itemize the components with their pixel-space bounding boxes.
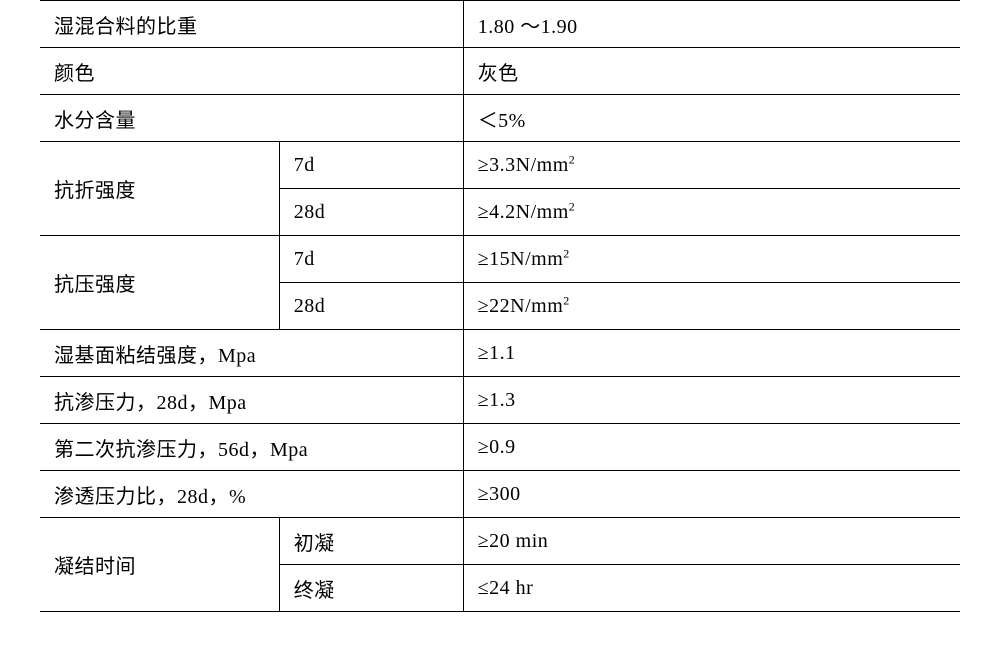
cell-cond: 28d xyxy=(279,283,463,330)
cell-value: ≥22N/mm2 xyxy=(463,283,960,330)
table-row: 湿混合料的比重1.80 ～1.90 xyxy=(40,1,960,48)
cell-label: 抗折强度 xyxy=(40,142,279,236)
spec-table: 湿混合料的比重1.80 ～1.90颜色灰色水分含量＜5%抗折强度7d≥3.3N/… xyxy=(40,0,960,612)
cell-label: 抗渗压力，28d，Mpa xyxy=(40,377,463,424)
table-row: 抗折强度7d≥3.3N/mm2 xyxy=(40,142,960,189)
cell-value: ≥0.9 xyxy=(463,424,960,471)
cell-label: 渗透压力比，28d，% xyxy=(40,471,463,518)
table-row: 抗压强度7d≥15N/mm2 xyxy=(40,236,960,283)
cell-value: ≥300 xyxy=(463,471,960,518)
table-row: 渗透压力比，28d，%≥300 xyxy=(40,471,960,518)
cell-label: 抗压强度 xyxy=(40,236,279,330)
cell-value: ≥4.2N/mm2 xyxy=(463,189,960,236)
cell-label: 第二次抗渗压力，56d，Mpa xyxy=(40,424,463,471)
cell-cond: 7d xyxy=(279,236,463,283)
cell-label: 凝结时间 xyxy=(40,518,279,612)
cell-value: ≥3.3N/mm2 xyxy=(463,142,960,189)
cell-value: 1.80 ～1.90 xyxy=(463,1,960,48)
cell-value: ≥15N/mm2 xyxy=(463,236,960,283)
cell-value: ≥1.3 xyxy=(463,377,960,424)
cell-value: 灰色 xyxy=(463,48,960,95)
cell-label: 颜色 xyxy=(40,48,463,95)
cell-label: 水分含量 xyxy=(40,95,463,142)
table-row: 颜色灰色 xyxy=(40,48,960,95)
table-row: 抗渗压力，28d，Mpa≥1.3 xyxy=(40,377,960,424)
table-row: 湿基面粘结强度，Mpa≥1.1 xyxy=(40,330,960,377)
cell-label: 湿基面粘结强度，Mpa xyxy=(40,330,463,377)
cell-value: ≥20 min xyxy=(463,518,960,565)
cell-cond: 7d xyxy=(279,142,463,189)
cell-cond: 28d xyxy=(279,189,463,236)
cell-label: 湿混合料的比重 xyxy=(40,1,463,48)
spec-tbody: 湿混合料的比重1.80 ～1.90颜色灰色水分含量＜5%抗折强度7d≥3.3N/… xyxy=(40,1,960,612)
cell-cond: 终凝 xyxy=(279,565,463,612)
cell-value: ＜5% xyxy=(463,95,960,142)
table-row: 凝结时间初凝≥20 min xyxy=(40,518,960,565)
cell-value: ≥1.1 xyxy=(463,330,960,377)
table-row: 水分含量＜5% xyxy=(40,95,960,142)
cell-cond: 初凝 xyxy=(279,518,463,565)
table-row: 第二次抗渗压力，56d，Mpa≥0.9 xyxy=(40,424,960,471)
cell-value: ≤24 hr xyxy=(463,565,960,612)
